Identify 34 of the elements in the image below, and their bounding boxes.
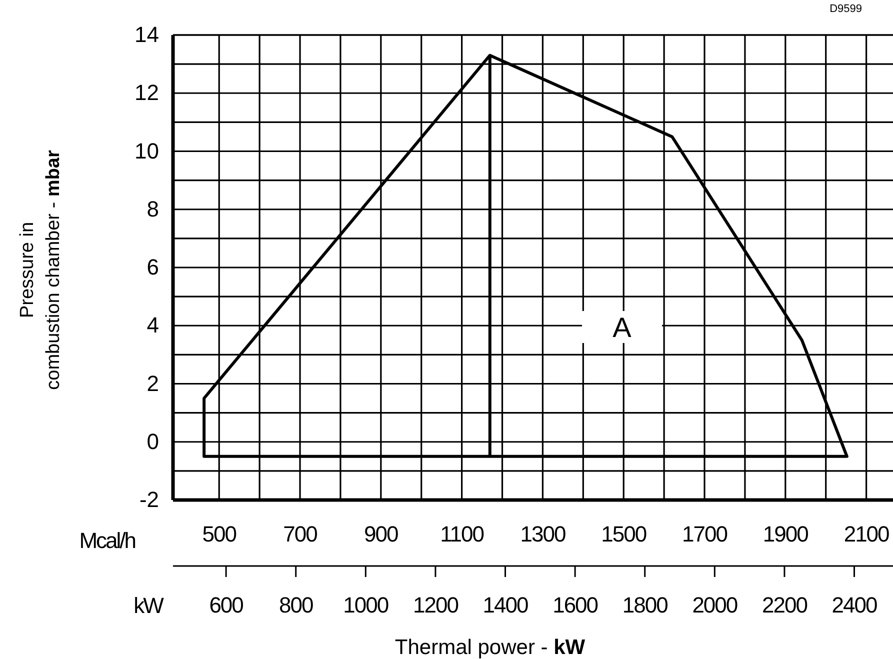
x2-tick-label: 1300 [520, 522, 566, 547]
y-tick-label: 8 [146, 196, 159, 222]
x2-tick-label: 1900 [762, 522, 809, 547]
x2-tick-label: 1500 [601, 522, 647, 547]
y-tick-label: 4 [146, 312, 159, 338]
y-tick-label: 6 [146, 254, 159, 280]
x2-tick-label: 900 [364, 522, 399, 547]
x2-tick-label: 1100 [440, 522, 484, 547]
y-axis-title: Pressure in combustion chamber - mbar [17, 150, 64, 390]
y-tick-label: 0 [146, 428, 159, 454]
x-tick-label: 2000 [692, 592, 738, 618]
x-tick-label: 600 [209, 592, 244, 618]
x-tick-label: 2400 [832, 592, 878, 618]
x-tick-label: 1400 [482, 592, 528, 618]
text: D9599 [830, 3, 862, 15]
text: kW [134, 593, 164, 618]
x-tick-label: 1800 [622, 592, 668, 618]
x-tick-label: 800 [278, 592, 314, 618]
y-tick-label: 10 [134, 138, 159, 164]
y-tick-label: -2 [139, 487, 159, 512]
x2-tick-label: 700 [283, 522, 318, 547]
x2-tick-label: 500 [202, 522, 237, 547]
y-tick-label: 2 [146, 370, 159, 396]
annotation: A [612, 312, 632, 343]
y-tick-label: 14 [134, 22, 159, 48]
x2-axis-title: Mcal/h [79, 528, 136, 553]
x-tick-label: 1200 [412, 592, 459, 618]
x-tick-label: 2200 [762, 592, 808, 618]
x-tick-label: 1600 [552, 592, 598, 618]
y-tick-label: 12 [134, 80, 159, 106]
x-tick-label: 1000 [343, 592, 389, 618]
x2-tick-label: 1700 [682, 522, 728, 547]
x2-tick-label: 2100 [844, 522, 890, 547]
x-axis-title: Thermal power - kW [394, 636, 586, 659]
